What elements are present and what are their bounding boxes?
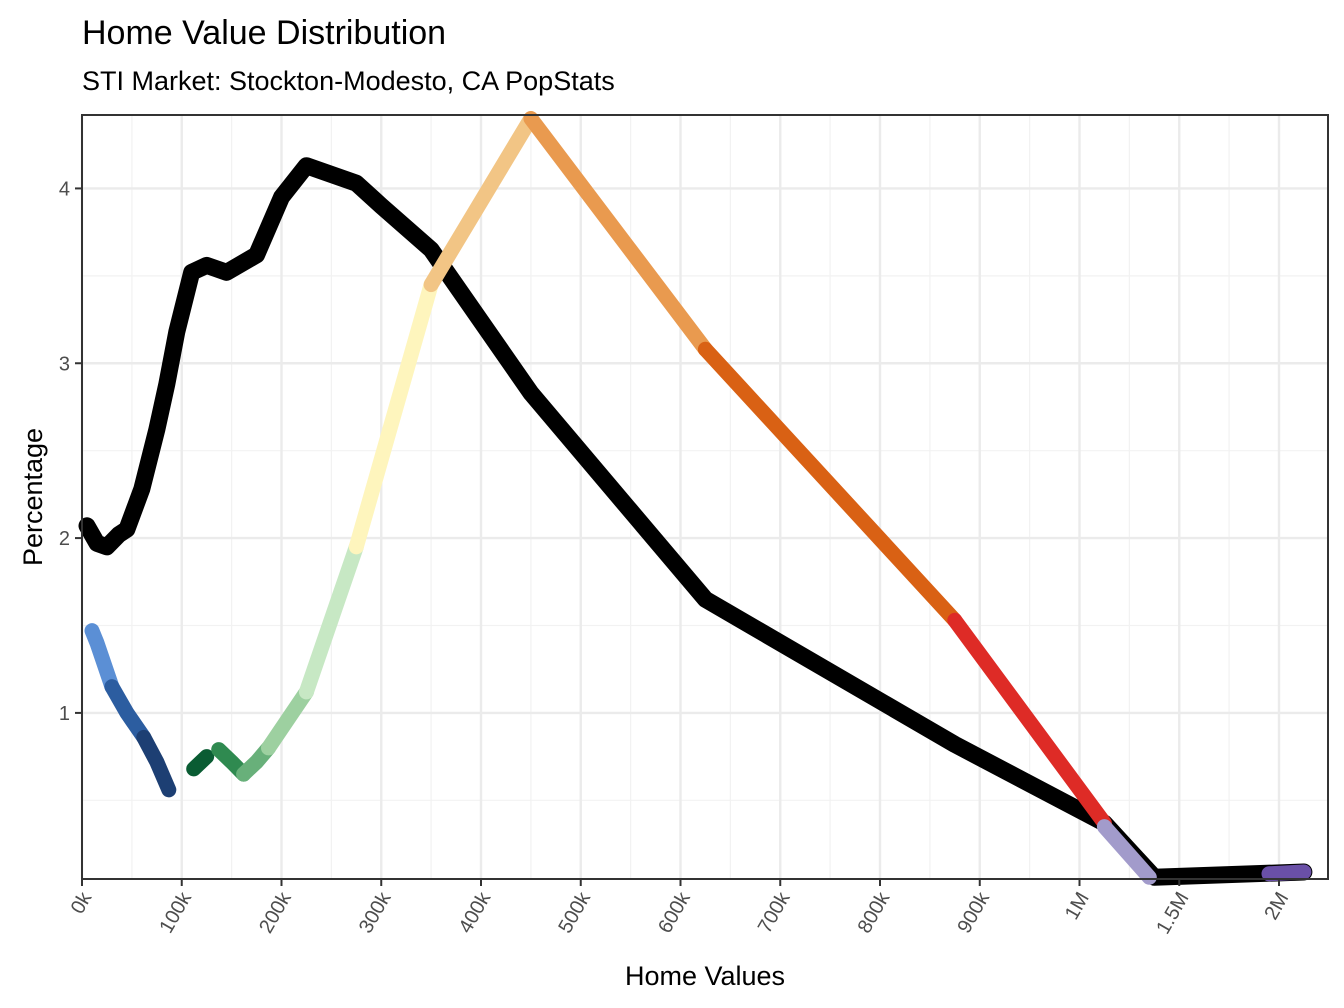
series-line-segment	[136, 729, 177, 798]
x-tick-label: 1.5M	[1152, 889, 1193, 939]
series-line-black	[78, 157, 1313, 886]
series-line-segment	[423, 111, 539, 293]
y-tick-label: 1	[59, 703, 70, 725]
series-line-segment	[697, 341, 963, 628]
series-line-segment	[261, 684, 314, 756]
plot-background	[82, 115, 1328, 879]
x-tick-label: 300k	[355, 888, 396, 937]
y-tick-label: 2	[59, 528, 70, 550]
series-line-segment	[947, 612, 1112, 831]
x-tick-label: 1M	[1061, 889, 1094, 924]
y-tick-label: 4	[59, 178, 70, 200]
x-tick-label: 600k	[654, 888, 695, 937]
x-tick-label: 2M	[1260, 889, 1293, 924]
x-axis-title: Home Values	[625, 961, 785, 991]
y-axis: 1 2 3 4	[59, 178, 82, 725]
series-line-segment	[523, 111, 713, 357]
plot-area	[78, 111, 1329, 886]
series-line-segment	[1261, 864, 1312, 882]
chart-title: Home Value Distribution	[82, 14, 446, 52]
series-line-segment	[186, 749, 215, 777]
x-axis: 0k 100k 200k 300k 400k 500k 600k 700k 800k 900k 1M…	[67, 879, 1293, 939]
series-line-segment	[104, 679, 152, 745]
series-line-segment	[298, 539, 364, 700]
x-tick-label: 900k	[953, 888, 994, 937]
series-line-segment	[84, 623, 120, 695]
chart-subtitle: STI Market: Stockton-Modesto, CA PopStat…	[82, 66, 615, 96]
x-tick-label: 700k	[754, 888, 795, 937]
x-tick-label: 800k	[854, 888, 895, 937]
series-line-segment	[1096, 819, 1157, 885]
data-series	[78, 111, 1313, 886]
y-axis-title: Percentage	[18, 428, 48, 566]
y-tick-label: 3	[59, 353, 70, 375]
series-line-segment	[348, 277, 439, 555]
plot-border	[81, 114, 1329, 880]
x-tick-label: 500k	[554, 888, 595, 937]
x-tick-label: 400k	[455, 888, 496, 937]
x-tick-label: 0k	[67, 888, 97, 918]
x-tick-label: 200k	[255, 888, 296, 937]
x-tick-label: 100k	[155, 888, 196, 937]
